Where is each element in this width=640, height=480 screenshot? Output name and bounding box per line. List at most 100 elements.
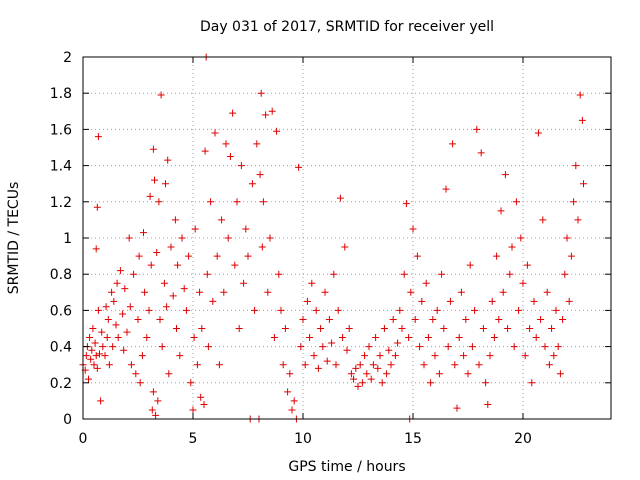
data-point [197, 393, 205, 401]
data-point [135, 252, 143, 260]
data-point [167, 243, 175, 251]
data-point [158, 343, 166, 351]
data-point [548, 325, 556, 332]
data-point [163, 303, 171, 311]
data-point [541, 343, 549, 351]
data-point [284, 388, 292, 396]
data-point [495, 315, 503, 323]
data-point [132, 370, 140, 378]
data-point [196, 288, 204, 296]
data-point [187, 379, 195, 387]
x-tick-label: 0 [79, 431, 88, 447]
data-point [314, 364, 322, 372]
axis-ticks: 00.20.40.60.811.21.41.61.820 5 10 15 20 [50, 50, 611, 447]
data-point [146, 192, 154, 200]
data-point [361, 352, 369, 360]
data-point [310, 352, 318, 360]
data-point [262, 111, 270, 119]
x-tick-label: 5 [189, 431, 198, 447]
data-point [273, 127, 281, 135]
data-point [561, 270, 569, 278]
data-point [345, 325, 353, 332]
data-point [152, 411, 160, 419]
y-axis-label: SRMTID / TECUs [6, 182, 22, 295]
data-point [482, 379, 490, 387]
data-point [572, 162, 580, 170]
x-tick-label: 10 [294, 431, 312, 447]
data-point [343, 346, 351, 354]
data-point [229, 109, 237, 117]
data-point [123, 328, 131, 336]
data-point [121, 285, 129, 293]
data-point [86, 334, 94, 342]
data-point [140, 229, 147, 237]
data-point [235, 325, 243, 332]
data-point [363, 370, 371, 378]
data-point [442, 185, 450, 193]
data-point [201, 147, 209, 155]
data-point [141, 288, 149, 296]
data-point [339, 334, 347, 342]
data-point [578, 116, 586, 124]
y-tick-label: 1.2 [50, 195, 72, 211]
data-point [354, 382, 362, 390]
data-point [563, 234, 571, 242]
x-axis-label: GPS time / hours [288, 459, 405, 475]
data-point [191, 225, 199, 233]
data-point [92, 352, 100, 360]
data-point [336, 194, 344, 202]
data-point [416, 343, 424, 351]
data-point [576, 91, 584, 99]
data-point [130, 270, 138, 278]
y-tick-label: 2 [63, 50, 72, 66]
data-point [466, 261, 474, 269]
data-point [380, 325, 388, 332]
data-point [559, 315, 567, 323]
data-point [512, 198, 520, 206]
data-point [493, 252, 501, 260]
data-point [383, 370, 391, 378]
data-point [517, 234, 525, 242]
data-point [89, 325, 97, 332]
data-point [530, 297, 538, 305]
y-tick-label: 0.6 [50, 303, 72, 319]
data-point [114, 334, 122, 342]
data-point [101, 352, 109, 360]
data-point [85, 375, 92, 383]
data-point [539, 216, 547, 224]
data-point [444, 343, 452, 351]
data-point [398, 325, 406, 332]
data-point [173, 325, 180, 332]
data-points [79, 53, 587, 423]
data-point [136, 379, 144, 387]
data-point [215, 361, 223, 369]
data-point [211, 129, 219, 137]
data-point [98, 328, 106, 336]
data-point [468, 343, 476, 351]
data-point [411, 315, 419, 323]
y-tick-label: 1 [63, 231, 72, 247]
data-point [389, 315, 397, 323]
data-point [82, 352, 90, 360]
data-point [508, 243, 516, 251]
data-point [433, 306, 441, 314]
data-point [290, 397, 298, 405]
data-point [97, 397, 105, 405]
data-point [193, 361, 201, 369]
data-point [182, 306, 190, 314]
data-point [486, 352, 494, 360]
data-point [488, 297, 496, 305]
data-point [570, 198, 578, 206]
data-point [200, 401, 208, 409]
data-point [165, 370, 173, 378]
data-point [391, 352, 399, 360]
data-point [504, 325, 512, 332]
data-point [112, 321, 120, 329]
data-point [321, 288, 329, 296]
data-point [218, 216, 226, 224]
data-point [534, 129, 542, 137]
data-point [288, 406, 296, 414]
data-point [155, 198, 163, 206]
data-point [180, 285, 188, 293]
data-point [275, 270, 283, 278]
